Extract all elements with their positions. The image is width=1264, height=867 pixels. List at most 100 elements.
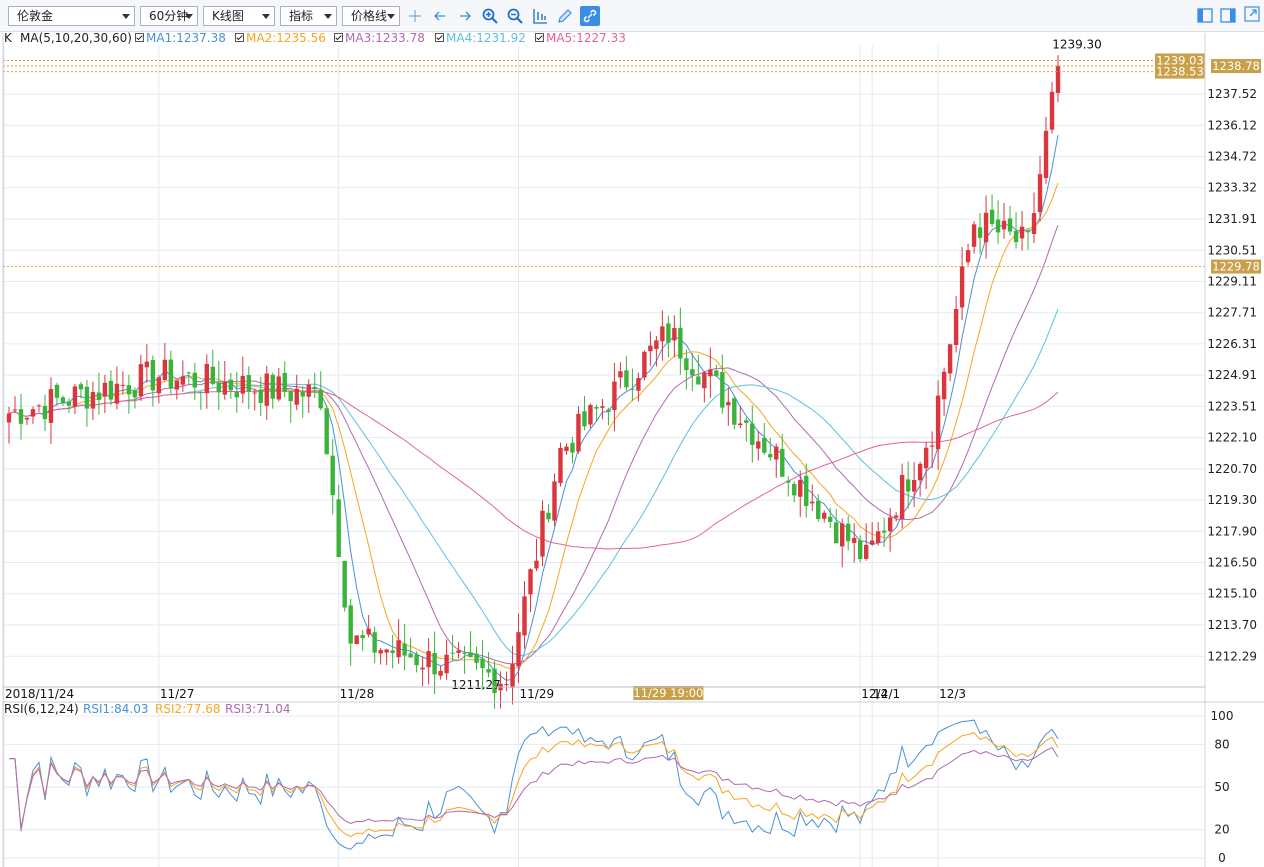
- candle-body: [911, 480, 917, 492]
- candle-body: [126, 385, 132, 395]
- low-label: 1211.27: [451, 678, 501, 692]
- candle-body: [576, 413, 581, 452]
- candle-body: [840, 523, 845, 547]
- candle-body: [846, 523, 851, 542]
- y-tick-label: 1226.31: [1207, 337, 1257, 351]
- candle-body: [288, 391, 293, 402]
- candle-body: [768, 454, 773, 458]
- ma2-checkbox[interactable]: [235, 33, 244, 42]
- candle-body: [84, 386, 90, 409]
- candle-body: [702, 372, 707, 389]
- candle-body: [18, 409, 24, 424]
- high-label: 1239.30: [1052, 37, 1102, 51]
- cursor-time-tag: [633, 686, 704, 700]
- symbol-select[interactable]: 伦敦金: [8, 6, 135, 26]
- zoom-in-icon[interactable]: [480, 6, 500, 26]
- candle-body: [744, 420, 749, 423]
- candle-body: [648, 345, 653, 352]
- candle-body: [504, 684, 509, 686]
- arrow-left-icon[interactable]: [430, 6, 450, 26]
- link-icon[interactable]: [580, 6, 600, 26]
- split-left-icon[interactable]: [1197, 8, 1213, 26]
- arrow-right-icon[interactable]: [455, 6, 475, 26]
- split-right-icon[interactable]: [1220, 8, 1236, 26]
- candle-body: [750, 423, 755, 445]
- chart-type-select[interactable]: K线图: [203, 6, 275, 26]
- x-axis-labels: 2018/11/24 11/27 11/28 11/29 12/1 12/3 12/4: [5, 687, 966, 701]
- candles: [6, 55, 1061, 709]
- ma-params-label: MA(5,10,20,30,60): [20, 31, 132, 45]
- candle-body: [630, 388, 635, 390]
- expand-icon[interactable]: [1244, 6, 1260, 25]
- rsi-tick-label: 0: [1218, 851, 1226, 865]
- ma1-checkbox[interactable]: [135, 33, 144, 42]
- candle-body: [660, 326, 665, 342]
- ma3-checkbox[interactable]: [334, 33, 343, 42]
- candle-body: [216, 382, 221, 393]
- ma4-checkbox[interactable]: [435, 33, 444, 42]
- candle-body: [1031, 213, 1037, 235]
- period-select[interactable]: 60分钟: [140, 6, 198, 26]
- candle-body: [36, 405, 42, 407]
- crosshair-icon[interactable]: [405, 6, 425, 26]
- candle-body: [270, 374, 275, 399]
- ma-line-4: [8, 308, 1059, 657]
- bar-scale-icon[interactable]: [530, 6, 550, 26]
- candle-body: [965, 250, 971, 263]
- x-axis-label: 2018/11/24: [5, 687, 74, 701]
- price-tag: [1155, 53, 1205, 68]
- period-select-value: 60分钟: [149, 9, 189, 23]
- candle-body: [498, 683, 503, 691]
- candle-body: [6, 413, 12, 423]
- price-tag-label: 1229.78: [1212, 260, 1260, 274]
- candle-body: [899, 474, 905, 520]
- pencil-icon[interactable]: [555, 6, 575, 26]
- candle-body: [138, 364, 144, 396]
- ma5-value: MA5:1227.33: [546, 31, 626, 45]
- price-tag: [1211, 59, 1261, 74]
- candle-body: [330, 455, 335, 496]
- rsi-axis-ticks: 100 80 50 20 0: [1211, 709, 1234, 865]
- zoom-out-icon[interactable]: [505, 6, 525, 26]
- ma4-value: MA4:1231.92: [446, 31, 526, 45]
- candle-body: [414, 654, 419, 666]
- indicator-select[interactable]: 指标: [280, 6, 337, 26]
- candle-body: [929, 445, 935, 447]
- rsi-lines: [9, 719, 1059, 850]
- candle-body: [977, 227, 983, 238]
- candle-body: [180, 376, 186, 385]
- candle-body: [30, 409, 36, 417]
- ma5-checkbox[interactable]: [535, 33, 544, 42]
- candle-body: [636, 378, 641, 391]
- candle-body: [294, 388, 299, 405]
- candle-body: [198, 391, 204, 393]
- candle-body: [78, 384, 84, 390]
- candle-body: [971, 224, 977, 247]
- y-tick-label: 1229.11: [1207, 274, 1257, 288]
- candle-body: [336, 499, 341, 558]
- candle-body: [492, 668, 497, 693]
- candle-body: [762, 437, 767, 453]
- candle-body: [1055, 66, 1061, 93]
- candle-body: [276, 376, 281, 400]
- candle-body: [828, 516, 833, 522]
- candle-body: [342, 560, 347, 608]
- candle-body: [624, 370, 629, 388]
- candle-body: [378, 650, 383, 654]
- candle-body: [444, 654, 449, 674]
- rsi-tick-label: 50: [1214, 780, 1229, 794]
- candle-body: [798, 480, 803, 497]
- candle-body: [726, 402, 731, 406]
- price-line-select[interactable]: 价格线: [342, 6, 400, 26]
- candle-body: [582, 411, 587, 427]
- candle-body: [786, 480, 791, 483]
- candle-body: [42, 405, 48, 420]
- rsi-params-label: RSI(6,12,24): [4, 702, 79, 716]
- candle-body: [869, 540, 875, 545]
- candle-body: [54, 384, 60, 398]
- candle-body: [696, 376, 701, 385]
- candle-body: [426, 651, 431, 668]
- candle-body: [462, 652, 467, 654]
- candle-body: [258, 389, 263, 403]
